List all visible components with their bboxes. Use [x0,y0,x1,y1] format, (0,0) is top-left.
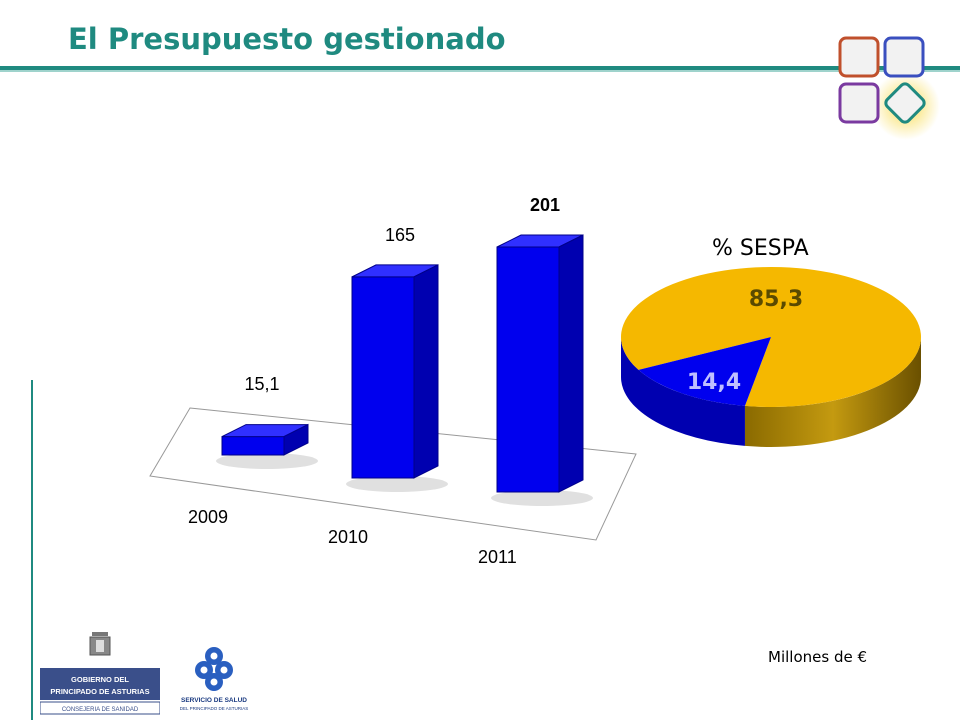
svg-text:SERVICIO DE SALUD: SERVICIO DE SALUD [181,697,247,704]
pie-slice-minor [638,337,771,406]
pie-title: % SESPA [712,236,809,261]
category-tick-label: 2011 [478,547,517,567]
bar-2010: 165 [346,225,448,492]
bar-value-label: 15,1 [244,374,279,394]
pie-group: 85,3 14,4 [621,267,922,447]
pie-label-major: 85,3 [749,287,803,312]
pie-slice-major [621,267,922,407]
category-tick-label: 2009 [188,507,228,527]
title-divider-shade [0,70,960,72]
category-tick-label: 2010 [328,527,368,547]
decorative-squares-icon [838,36,940,140]
bar-value-label: 165 [385,225,415,245]
bar-2009: 15,1 [216,374,318,469]
svg-text:CONSEJERIA DE SANIDAD: CONSEJERIA DE SANIDAD [62,707,139,713]
bar-shadow [491,490,593,506]
svg-text:GOBIERNO DEL: GOBIERNO DEL [71,675,129,684]
bar-side [413,264,439,479]
bar-side [283,423,309,456]
pie-label-minor: 14,4 [687,370,741,395]
servicio-salud-logo: SERVICIO DE SALUD DEL PRINCIPADO DE ASTU… [180,647,249,711]
bar-2011: 201 [491,195,593,506]
title-divider [0,66,960,70]
page-title: El Presupuesto gestionado [68,22,506,56]
pie-side-major [744,337,921,447]
bar-shadow [216,453,318,469]
bar-value-label: 201 [530,195,560,215]
coat-of-arms-icon [89,632,111,656]
bar-front [496,246,560,493]
pie-side-minor [621,337,745,446]
svg-text:PRINCIPADO DE ASTURIAS: PRINCIPADO DE ASTURIAS [50,687,149,696]
health-cross-icon [195,647,233,691]
left-divider [31,380,33,720]
units-label: Millones de € [768,648,868,666]
svg-text:DEL PRINCIPADO DE ASTURIAS: DEL PRINCIPADO DE ASTURIAS [180,706,249,711]
bar-side [558,234,584,493]
bar-shadow [346,476,448,492]
bar-group: 15,1 2009 165 2010 201 2011 [188,195,593,567]
bar-front [221,436,285,456]
bar-front [351,276,415,479]
gobierno-asturias-logo: GOBIERNO DEL PRINCIPADO DE ASTURIAS CONS… [40,632,160,715]
